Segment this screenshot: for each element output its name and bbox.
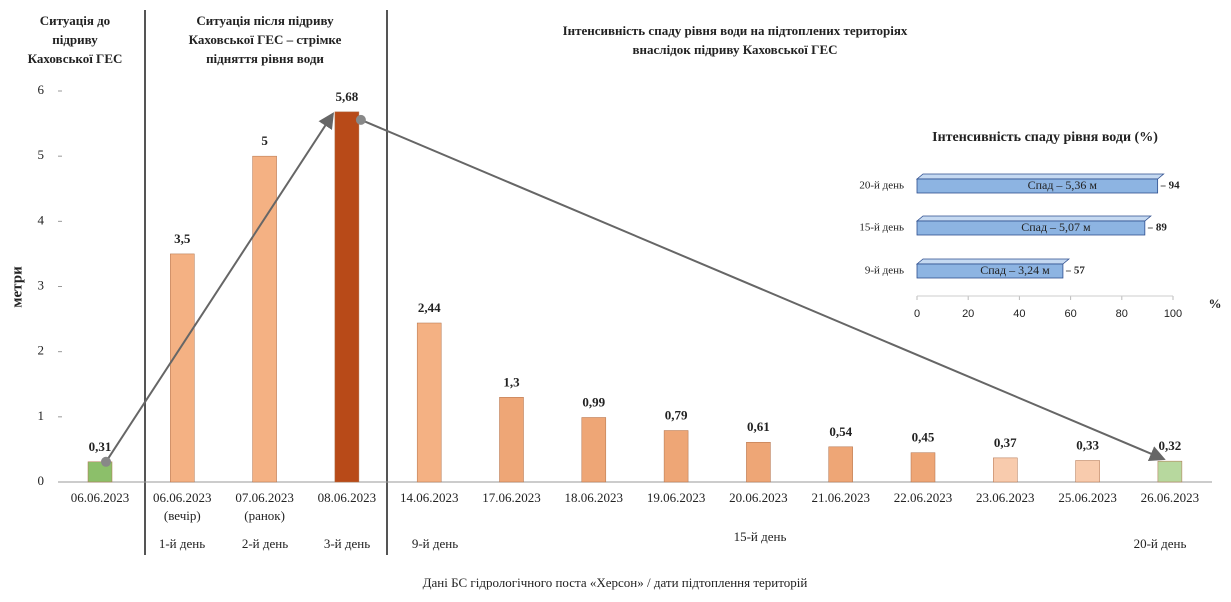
y-tick-label: 6 [38, 82, 45, 97]
y-tick-label: 5 [38, 147, 45, 162]
bar [916, 178, 1159, 194]
inset-title: Інтенсивність спаду рівня води (%) [932, 130, 1158, 145]
x-unit: % [1209, 296, 1222, 311]
x-tick-label: 14.06.2023 [400, 490, 459, 505]
x-tick-label: 17.06.2023 [482, 490, 541, 505]
section-header: внаслідок підриву Каховської ГЕС [633, 42, 838, 57]
bar-text: Спад – 5,07 м [1021, 220, 1091, 234]
x-tick-label: 26.06.2023 [1141, 490, 1200, 505]
value-label: 5,68 [336, 89, 359, 104]
value-label: 0,33 [1076, 437, 1099, 452]
section-header: Каховської ГЕС – стрімке [189, 32, 342, 47]
arrow-start [101, 456, 111, 467]
value-label: 57 [1074, 265, 1086, 277]
value-label: 2,44 [418, 300, 441, 315]
day-label: 15-й день [734, 529, 787, 544]
bar [170, 253, 195, 483]
section-header: Ситуація до [40, 13, 110, 28]
bar [828, 446, 853, 483]
section-header: Ситуація після підриву [196, 13, 334, 28]
value-label: 0,37 [994, 435, 1017, 450]
bar [663, 430, 689, 483]
day-label: 3-й день [324, 536, 370, 551]
value-label: 3,5 [174, 231, 191, 246]
x-tick-label: 18.06.2023 [565, 490, 624, 505]
bar [910, 452, 936, 483]
value-label: 5 [261, 133, 268, 148]
section-header: підняття рівня води [206, 51, 324, 66]
x-tick-label: 22.06.2023 [894, 490, 953, 505]
arrow-start [355, 114, 366, 125]
value-label: 0,54 [829, 424, 852, 439]
x-tick-label: 80 [1116, 308, 1128, 320]
x-tick-label: 23.06.2023 [976, 490, 1035, 505]
x-tick-label: 19.06.2023 [647, 490, 706, 505]
x-tick-label: 40 [1013, 308, 1025, 320]
x-tick-note: (вечір) [164, 508, 201, 523]
value-label: 0,45 [912, 430, 935, 445]
x-tick-label: 21.06.2023 [811, 490, 870, 505]
bar [746, 441, 771, 483]
bar [1157, 460, 1183, 483]
day-label: 1-й день [159, 536, 205, 551]
bar [416, 322, 442, 483]
y-tick-label: 0 [38, 473, 45, 488]
value-label: 0,32 [1159, 438, 1182, 453]
value-label: 0,31 [89, 439, 112, 454]
bar [581, 417, 607, 483]
bar [916, 220, 1146, 236]
value-label: 0,99 [582, 394, 605, 409]
y-axis-label: метри [9, 266, 25, 308]
x-axis-label: Дані БС гідрологічного поста «Херсон» / … [423, 575, 808, 590]
bar [252, 155, 277, 483]
x-tick-label: 100 [1164, 308, 1182, 320]
bar-text: Спад – 5,36 м [1028, 178, 1098, 192]
x-tick-label: 06.06.2023 [153, 490, 212, 505]
value-label: 89 [1156, 222, 1168, 234]
x-tick-label: 0 [914, 308, 920, 320]
bar [87, 461, 113, 483]
bar [993, 457, 1018, 483]
day-label: 20-й день [1134, 536, 1187, 551]
y-tick-label: 20-й день [859, 180, 904, 192]
section-header: Каховської ГЕС [28, 51, 123, 66]
y-tick-label: 2 [38, 343, 45, 358]
bar [334, 111, 360, 483]
y-tick-label: 3 [38, 277, 45, 292]
value-label: 0,61 [747, 419, 770, 434]
x-tick-note: (ранок) [244, 508, 285, 523]
value-label: 94 [1169, 180, 1181, 192]
arrow [360, 118, 1166, 462]
day-label: 2-й день [242, 536, 288, 551]
bar [1075, 460, 1100, 483]
y-tick-label: 15-й день [859, 222, 904, 234]
value-label: 1,3 [503, 374, 520, 389]
x-tick-label: 60 [1064, 308, 1076, 320]
bar [499, 397, 524, 483]
y-tick-label: 4 [38, 212, 45, 227]
bar [916, 263, 1064, 279]
x-tick-label: 06.06.2023 [71, 490, 130, 505]
day-label: 9-й день [412, 536, 458, 551]
arrow [105, 112, 334, 463]
x-tick-label: 07.06.2023 [235, 490, 294, 505]
x-tick-label: 20.06.2023 [729, 490, 788, 505]
x-tick-label: 25.06.2023 [1058, 490, 1117, 505]
value-label: 0,79 [665, 408, 688, 423]
y-tick-label: 1 [38, 408, 45, 423]
section-header: підриву [52, 32, 98, 47]
bar-text: Спад – 3,24 м [980, 263, 1050, 277]
section-header: Інтенсивність спаду рівня води на підтоп… [563, 23, 908, 38]
y-tick-label: 9-й день [865, 265, 904, 277]
x-tick-label: 08.06.2023 [318, 490, 377, 505]
x-tick-label: 20 [962, 308, 974, 320]
